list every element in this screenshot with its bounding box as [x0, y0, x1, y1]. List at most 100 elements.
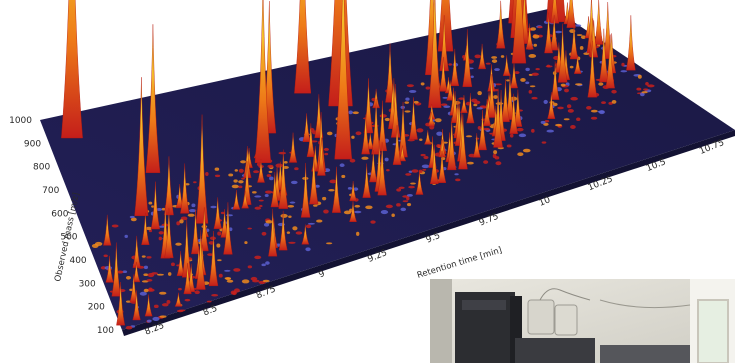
- noise-blob: [386, 169, 390, 172]
- noise-blob: [400, 207, 407, 212]
- peak: [510, 62, 518, 89]
- noise-blob: [476, 107, 483, 110]
- noise-blob: [214, 167, 220, 171]
- noise-blob: [339, 163, 345, 168]
- noise-blob: [491, 56, 498, 59]
- noise-blob: [353, 187, 359, 191]
- noise-blob: [268, 170, 273, 173]
- noise-blob: [555, 123, 562, 127]
- peak: [369, 150, 378, 183]
- peak: [544, 12, 553, 54]
- noise-blob: [230, 290, 236, 295]
- noise-blob: [156, 273, 164, 276]
- peak: [450, 48, 460, 87]
- noise-blob: [396, 188, 402, 192]
- peak: [183, 263, 192, 295]
- peak: [472, 132, 481, 158]
- peak: [232, 190, 241, 210]
- peak: [509, 93, 519, 134]
- noise-blob: [637, 74, 642, 79]
- noise-blob: [261, 231, 267, 236]
- peak: [557, 23, 568, 83]
- noise-blob: [241, 177, 245, 180]
- noise-blob: [406, 194, 413, 197]
- noise-blob: [179, 219, 184, 224]
- noise-blob: [290, 180, 298, 185]
- noise-blob: [139, 291, 147, 296]
- peak: [132, 262, 141, 283]
- peak: [243, 146, 252, 178]
- noise-blob: [466, 161, 474, 165]
- noise-blob: [567, 109, 574, 113]
- noise-blob: [545, 65, 553, 68]
- peak: [132, 235, 141, 268]
- peak: [195, 114, 209, 224]
- noise-blob: [535, 68, 540, 71]
- peak: [460, 95, 468, 114]
- noise-blob: [477, 91, 482, 96]
- noise-blob: [253, 170, 260, 174]
- peak: [487, 74, 497, 118]
- noise-blob: [184, 298, 191, 302]
- noise-blob: [406, 84, 414, 88]
- peak: [483, 99, 492, 127]
- noise-blob: [570, 125, 576, 129]
- noise-blob: [214, 174, 221, 178]
- peak: [111, 242, 121, 297]
- noise-blob: [216, 243, 221, 248]
- peak: [550, 61, 560, 100]
- peak: [195, 230, 206, 290]
- noise-blob: [220, 211, 225, 215]
- y-tick-label: 100: [97, 326, 114, 336]
- peak: [377, 100, 388, 152]
- noise-blob: [158, 231, 164, 235]
- peak: [398, 145, 407, 162]
- noise-blob: [405, 97, 410, 101]
- noise-blob: [528, 89, 533, 94]
- noise-blob: [465, 135, 473, 138]
- noise-blob: [370, 220, 376, 224]
- peak: [569, 23, 579, 60]
- noise-blob: [643, 88, 649, 91]
- noise-blob: [194, 290, 200, 295]
- peak: [150, 181, 160, 230]
- noise-blob: [158, 225, 166, 228]
- peak: [599, 28, 609, 83]
- peak: [398, 101, 408, 158]
- noise-blob: [410, 182, 416, 185]
- noise-blob: [442, 96, 449, 99]
- noise-blob: [307, 222, 315, 225]
- noise-blob: [611, 89, 617, 94]
- noise-blob: [175, 242, 182, 246]
- noise-blob: [434, 118, 442, 123]
- peak: [213, 197, 222, 229]
- noise-blob: [636, 87, 642, 91]
- noise-blob: [158, 236, 163, 241]
- noise-blob: [611, 99, 617, 104]
- peak: [447, 117, 457, 171]
- surface-front-edge: [122, 130, 735, 336]
- noise-blob: [241, 279, 250, 284]
- peak: [174, 292, 183, 307]
- noise-blob: [443, 105, 451, 109]
- noise-blob: [225, 214, 233, 217]
- peak: [309, 153, 319, 205]
- noise-blob: [261, 263, 266, 267]
- peak: [372, 88, 380, 109]
- noise-blob: [530, 27, 537, 31]
- noise-blob: [254, 206, 262, 210]
- noise-blob: [147, 273, 155, 278]
- noise-blob: [146, 319, 152, 323]
- noise-blob: [125, 325, 133, 330]
- noise-blob: [94, 241, 103, 246]
- x-tick-label: 10: [538, 195, 553, 209]
- noise-blob: [517, 152, 524, 157]
- noise-blob: [328, 189, 335, 192]
- peak: [361, 114, 370, 155]
- noise-blob: [416, 128, 424, 133]
- noise-blob: [125, 276, 132, 280]
- peak: [223, 202, 233, 255]
- noise-blob: [621, 62, 625, 67]
- noise-blob: [316, 219, 323, 223]
- noise-blob: [351, 135, 355, 139]
